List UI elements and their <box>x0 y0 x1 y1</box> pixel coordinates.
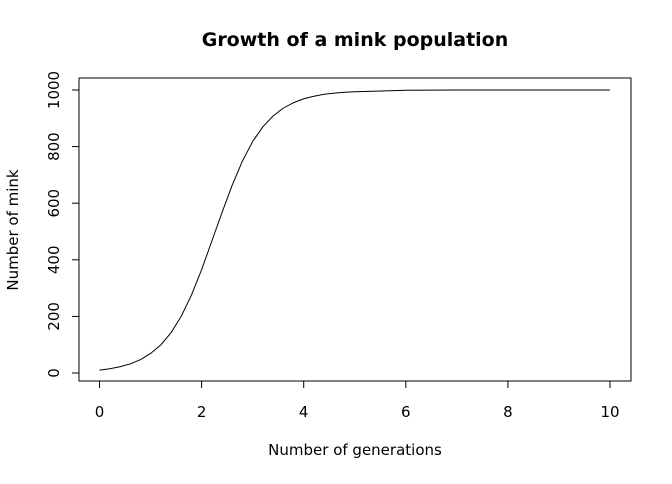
plot-frame <box>78 77 632 382</box>
y-tick-label: 1000 <box>45 71 63 109</box>
x-tick-label: 10 <box>600 403 619 421</box>
y-tick-label: 200 <box>45 302 63 331</box>
y-tick-label: 400 <box>45 245 63 274</box>
x-axis-label: Number of generations <box>268 441 442 459</box>
series-layer <box>99 89 610 371</box>
y-tick-label: 0 <box>45 368 63 378</box>
chart-title: Growth of a mink population <box>202 29 509 51</box>
y-axis-label: Number of mink <box>4 169 22 291</box>
x-tick-label: 0 <box>95 403 105 421</box>
y-axis: 0 200 400 600 800 1000 <box>45 71 80 378</box>
x-axis: 0 2 4 6 8 10 <box>95 380 620 421</box>
x-tick-label: 8 <box>503 403 513 421</box>
y-tick-label: 800 <box>45 132 63 161</box>
y-tick-label: 600 <box>45 189 63 218</box>
x-tick-label: 2 <box>197 403 207 421</box>
x-tick-label: 4 <box>299 403 309 421</box>
population-line <box>99 89 610 371</box>
x-tick-label: 6 <box>401 403 411 421</box>
